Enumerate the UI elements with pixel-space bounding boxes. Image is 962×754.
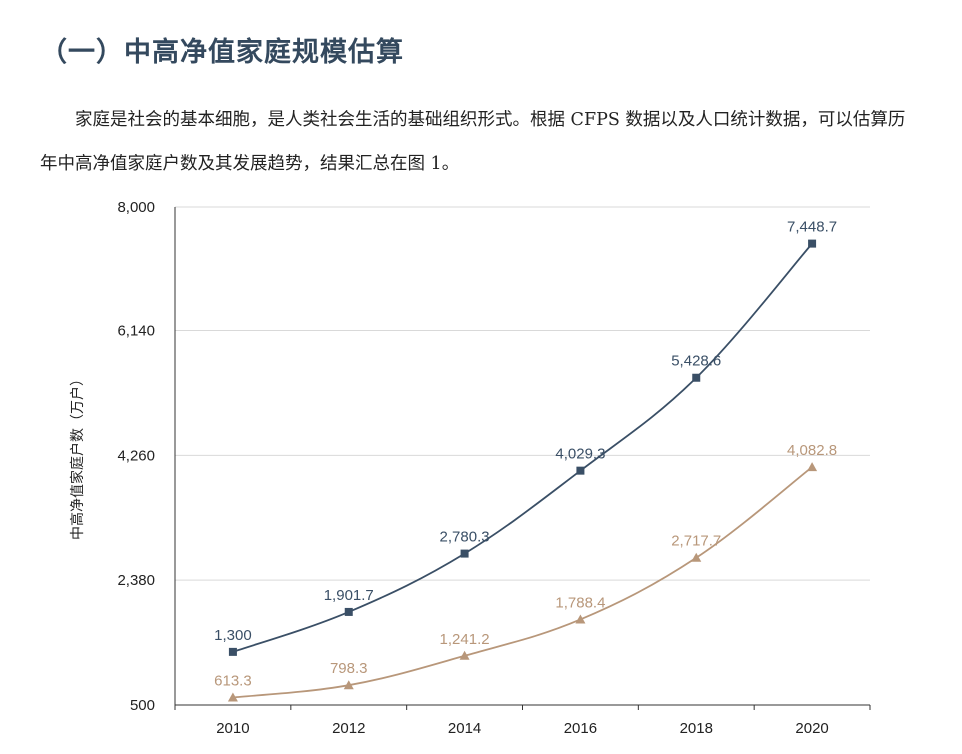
y-tick-label: 2,380 [117,572,155,589]
y-axis-title: 中高净值家庭户数（万户） [69,372,86,540]
data-label: 7,448.7 [787,219,837,236]
data-point-triangle [227,692,238,702]
y-tick-label: 6,140 [117,323,155,340]
body-paragraph: 家庭是社会的基本细胞，是人类社会生活的基础组织形式。根据 CFPS 数据以及人口… [40,110,906,174]
data-point-square [692,373,701,382]
data-label: 2,780.3 [440,529,490,546]
data-point-square [460,549,469,558]
y-tick-label: 500 [130,697,155,714]
data-point-triangle [691,552,702,562]
grid-lines [175,206,870,581]
data-label: 5,428.6 [671,353,721,370]
x-tick-label: 2010 [216,720,249,737]
data-label: 4,029.3 [555,446,605,463]
section-heading: （一）中高净值家庭规模估算 [40,37,404,68]
data-point-square [344,607,353,616]
data-label: 1,901.7 [324,587,374,604]
axes: 500 2,380 4,260 6,140 8,000 2010 2012 2014 2016 2… [117,199,871,737]
data-label: 1,788.4 [555,594,605,611]
y-tick-label: 8,000 [117,199,155,216]
data-labels: 1,300 1,901.7 2,780.3 4,029.3 5,428.6 7,448.7… [214,219,837,690]
x-tick-label: 2012 [332,720,365,737]
data-label: 798.3 [330,660,368,677]
data-point-triangle [343,680,354,690]
x-tick-label: 2014 [448,720,481,737]
x-tick-label: 2018 [680,720,713,737]
data-label: 2,717.7 [671,533,721,550]
x-tick-label: 2016 [564,720,597,737]
data-label: 1,241.2 [440,631,490,648]
y-tick-label: 4,260 [117,447,155,464]
data-point-triangle [807,462,818,472]
series-group [227,239,818,702]
data-point-square [808,239,817,248]
series-line-2 [232,466,813,699]
data-point-square [576,466,585,475]
data-point-triangle [575,614,586,624]
data-point-square [228,647,237,656]
data-label: 1,300 [214,627,252,644]
data-point-triangle [459,650,470,660]
x-tick-label: 2020 [795,720,828,737]
series-line-1 [232,243,813,653]
data-label: 4,082.8 [787,442,837,459]
data-label: 613.3 [214,672,252,689]
